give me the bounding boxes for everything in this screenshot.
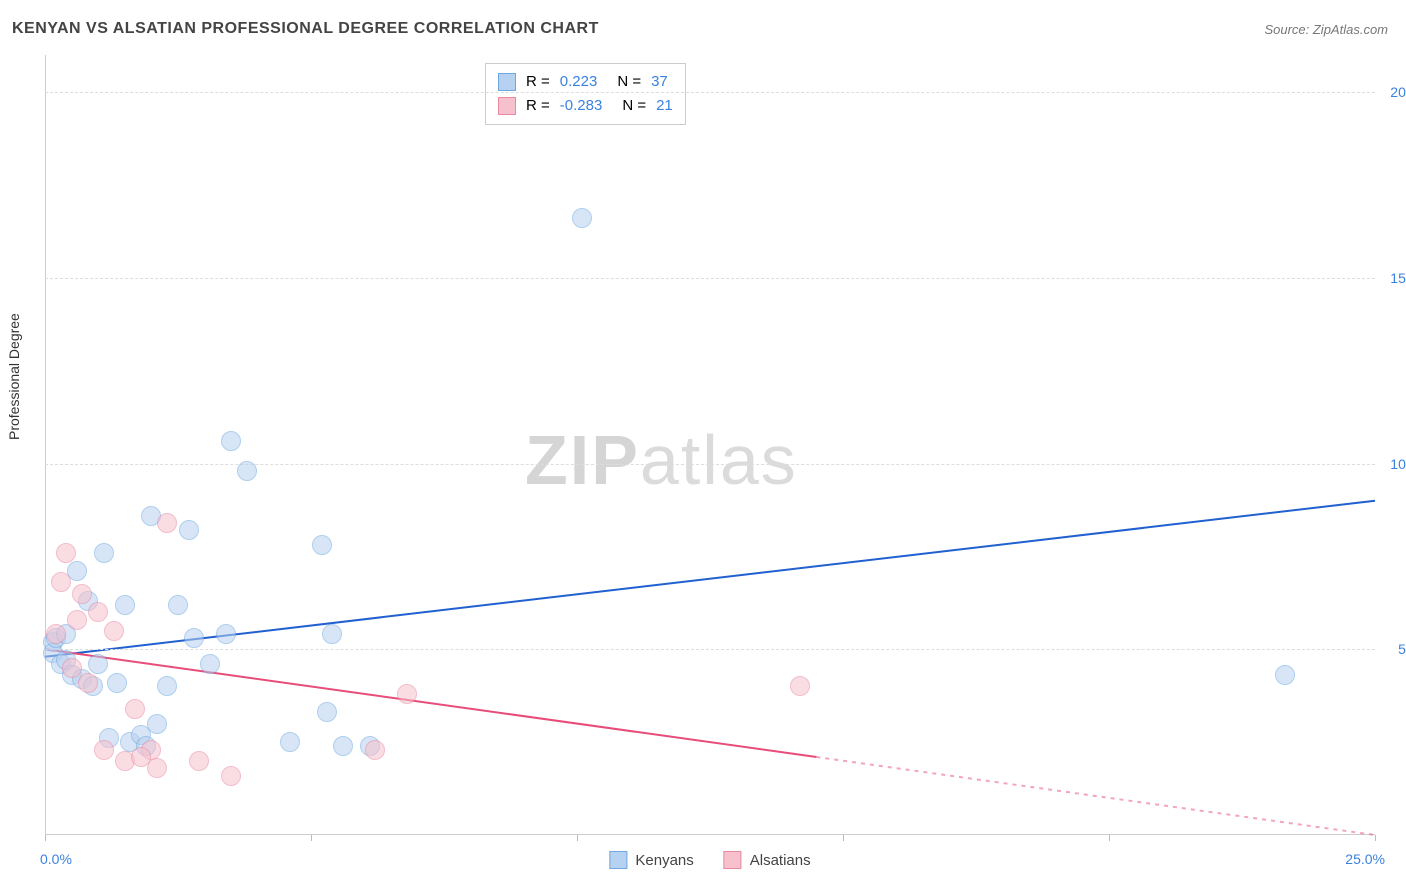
series-legend-item: Alsatians: [724, 851, 811, 869]
x-tick-mark: [45, 835, 46, 841]
scatter-point: [572, 208, 592, 228]
source-label: Source: ZipAtlas.com: [1264, 22, 1388, 37]
trend-lines-layer: [45, 55, 1375, 835]
y-tick-label: 15.0%: [1390, 270, 1406, 286]
scatter-point: [67, 610, 87, 630]
scatter-point: [333, 736, 353, 756]
scatter-point: [88, 654, 108, 674]
series-legend-item: Kenyans: [609, 851, 693, 869]
legend-swatch: [724, 851, 742, 869]
trend-line: [816, 757, 1375, 835]
grid-line: [45, 278, 1375, 279]
n-label: N =: [622, 94, 646, 118]
series-name: Kenyans: [635, 852, 693, 869]
scatter-point: [94, 740, 114, 760]
stats-legend-row: R = -0.283 N = 21: [498, 94, 673, 118]
scatter-point: [312, 535, 332, 555]
scatter-point: [88, 602, 108, 622]
scatter-point: [317, 702, 337, 722]
scatter-point: [104, 621, 124, 641]
stats-legend-box: R =0.223N =37R =-0.283N =21: [485, 63, 686, 125]
r-value: -0.283: [560, 94, 603, 118]
scatter-point: [221, 766, 241, 786]
scatter-point: [62, 658, 82, 678]
n-value: 37: [651, 70, 668, 94]
scatter-point: [107, 673, 127, 693]
scatter-point: [365, 740, 385, 760]
scatter-point: [322, 624, 342, 644]
x-tick-mark: [1375, 835, 1376, 841]
scatter-point: [200, 654, 220, 674]
scatter-point: [125, 699, 145, 719]
chart-title: KENYAN VS ALSATIAN PROFESSIONAL DEGREE C…: [12, 20, 599, 38]
x-tick-mark: [577, 835, 578, 841]
x-tick-origin: 0.0%: [40, 851, 72, 867]
r-label: R =: [526, 94, 550, 118]
scatter-point: [115, 595, 135, 615]
series-legend: Kenyans Alsatians: [609, 851, 810, 869]
y-axis-label: Professional Degree: [6, 313, 22, 440]
y-tick-label: 10.0%: [1390, 456, 1406, 472]
scatter-point: [189, 751, 209, 771]
legend-swatch: [498, 97, 516, 115]
scatter-point: [184, 628, 204, 648]
scatter-point: [1275, 665, 1295, 685]
scatter-point: [94, 543, 114, 563]
x-tick-mark: [843, 835, 844, 841]
trend-line: [45, 649, 816, 757]
scatter-point: [237, 461, 257, 481]
scatter-point: [168, 595, 188, 615]
scatter-point: [790, 676, 810, 696]
series-name: Alsatians: [750, 852, 811, 869]
r-label: R =: [526, 70, 550, 94]
n-label: N =: [617, 70, 641, 94]
scatter-point: [147, 714, 167, 734]
x-tick-mark: [1109, 835, 1110, 841]
legend-swatch: [609, 851, 627, 869]
x-tick-mark: [311, 835, 312, 841]
scatter-point: [46, 624, 66, 644]
scatter-point: [280, 732, 300, 752]
scatter-point: [397, 684, 417, 704]
scatter-point: [78, 673, 98, 693]
y-tick-label: 5.0%: [1398, 641, 1406, 657]
grid-line: [45, 92, 1375, 93]
trend-line: [45, 501, 1375, 657]
scatter-point: [56, 543, 76, 563]
stats-legend-row: R = 0.223 N = 37: [498, 70, 673, 94]
legend-swatch: [498, 73, 516, 91]
scatter-point: [216, 624, 236, 644]
scatter-point: [157, 513, 177, 533]
x-tick-max: 25.0%: [1345, 851, 1385, 867]
grid-line: [45, 649, 1375, 650]
n-value: 21: [656, 94, 673, 118]
scatter-point: [179, 520, 199, 540]
y-tick-label: 20.0%: [1390, 84, 1406, 100]
scatter-point: [72, 584, 92, 604]
scatter-point: [157, 676, 177, 696]
chart-plot-area: ZIPatlas R =0.223N =37R =-0.283N =21 Ken…: [45, 55, 1375, 835]
r-value: 0.223: [560, 70, 598, 94]
scatter-point: [221, 431, 241, 451]
scatter-point: [131, 747, 151, 767]
scatter-point: [51, 572, 71, 592]
